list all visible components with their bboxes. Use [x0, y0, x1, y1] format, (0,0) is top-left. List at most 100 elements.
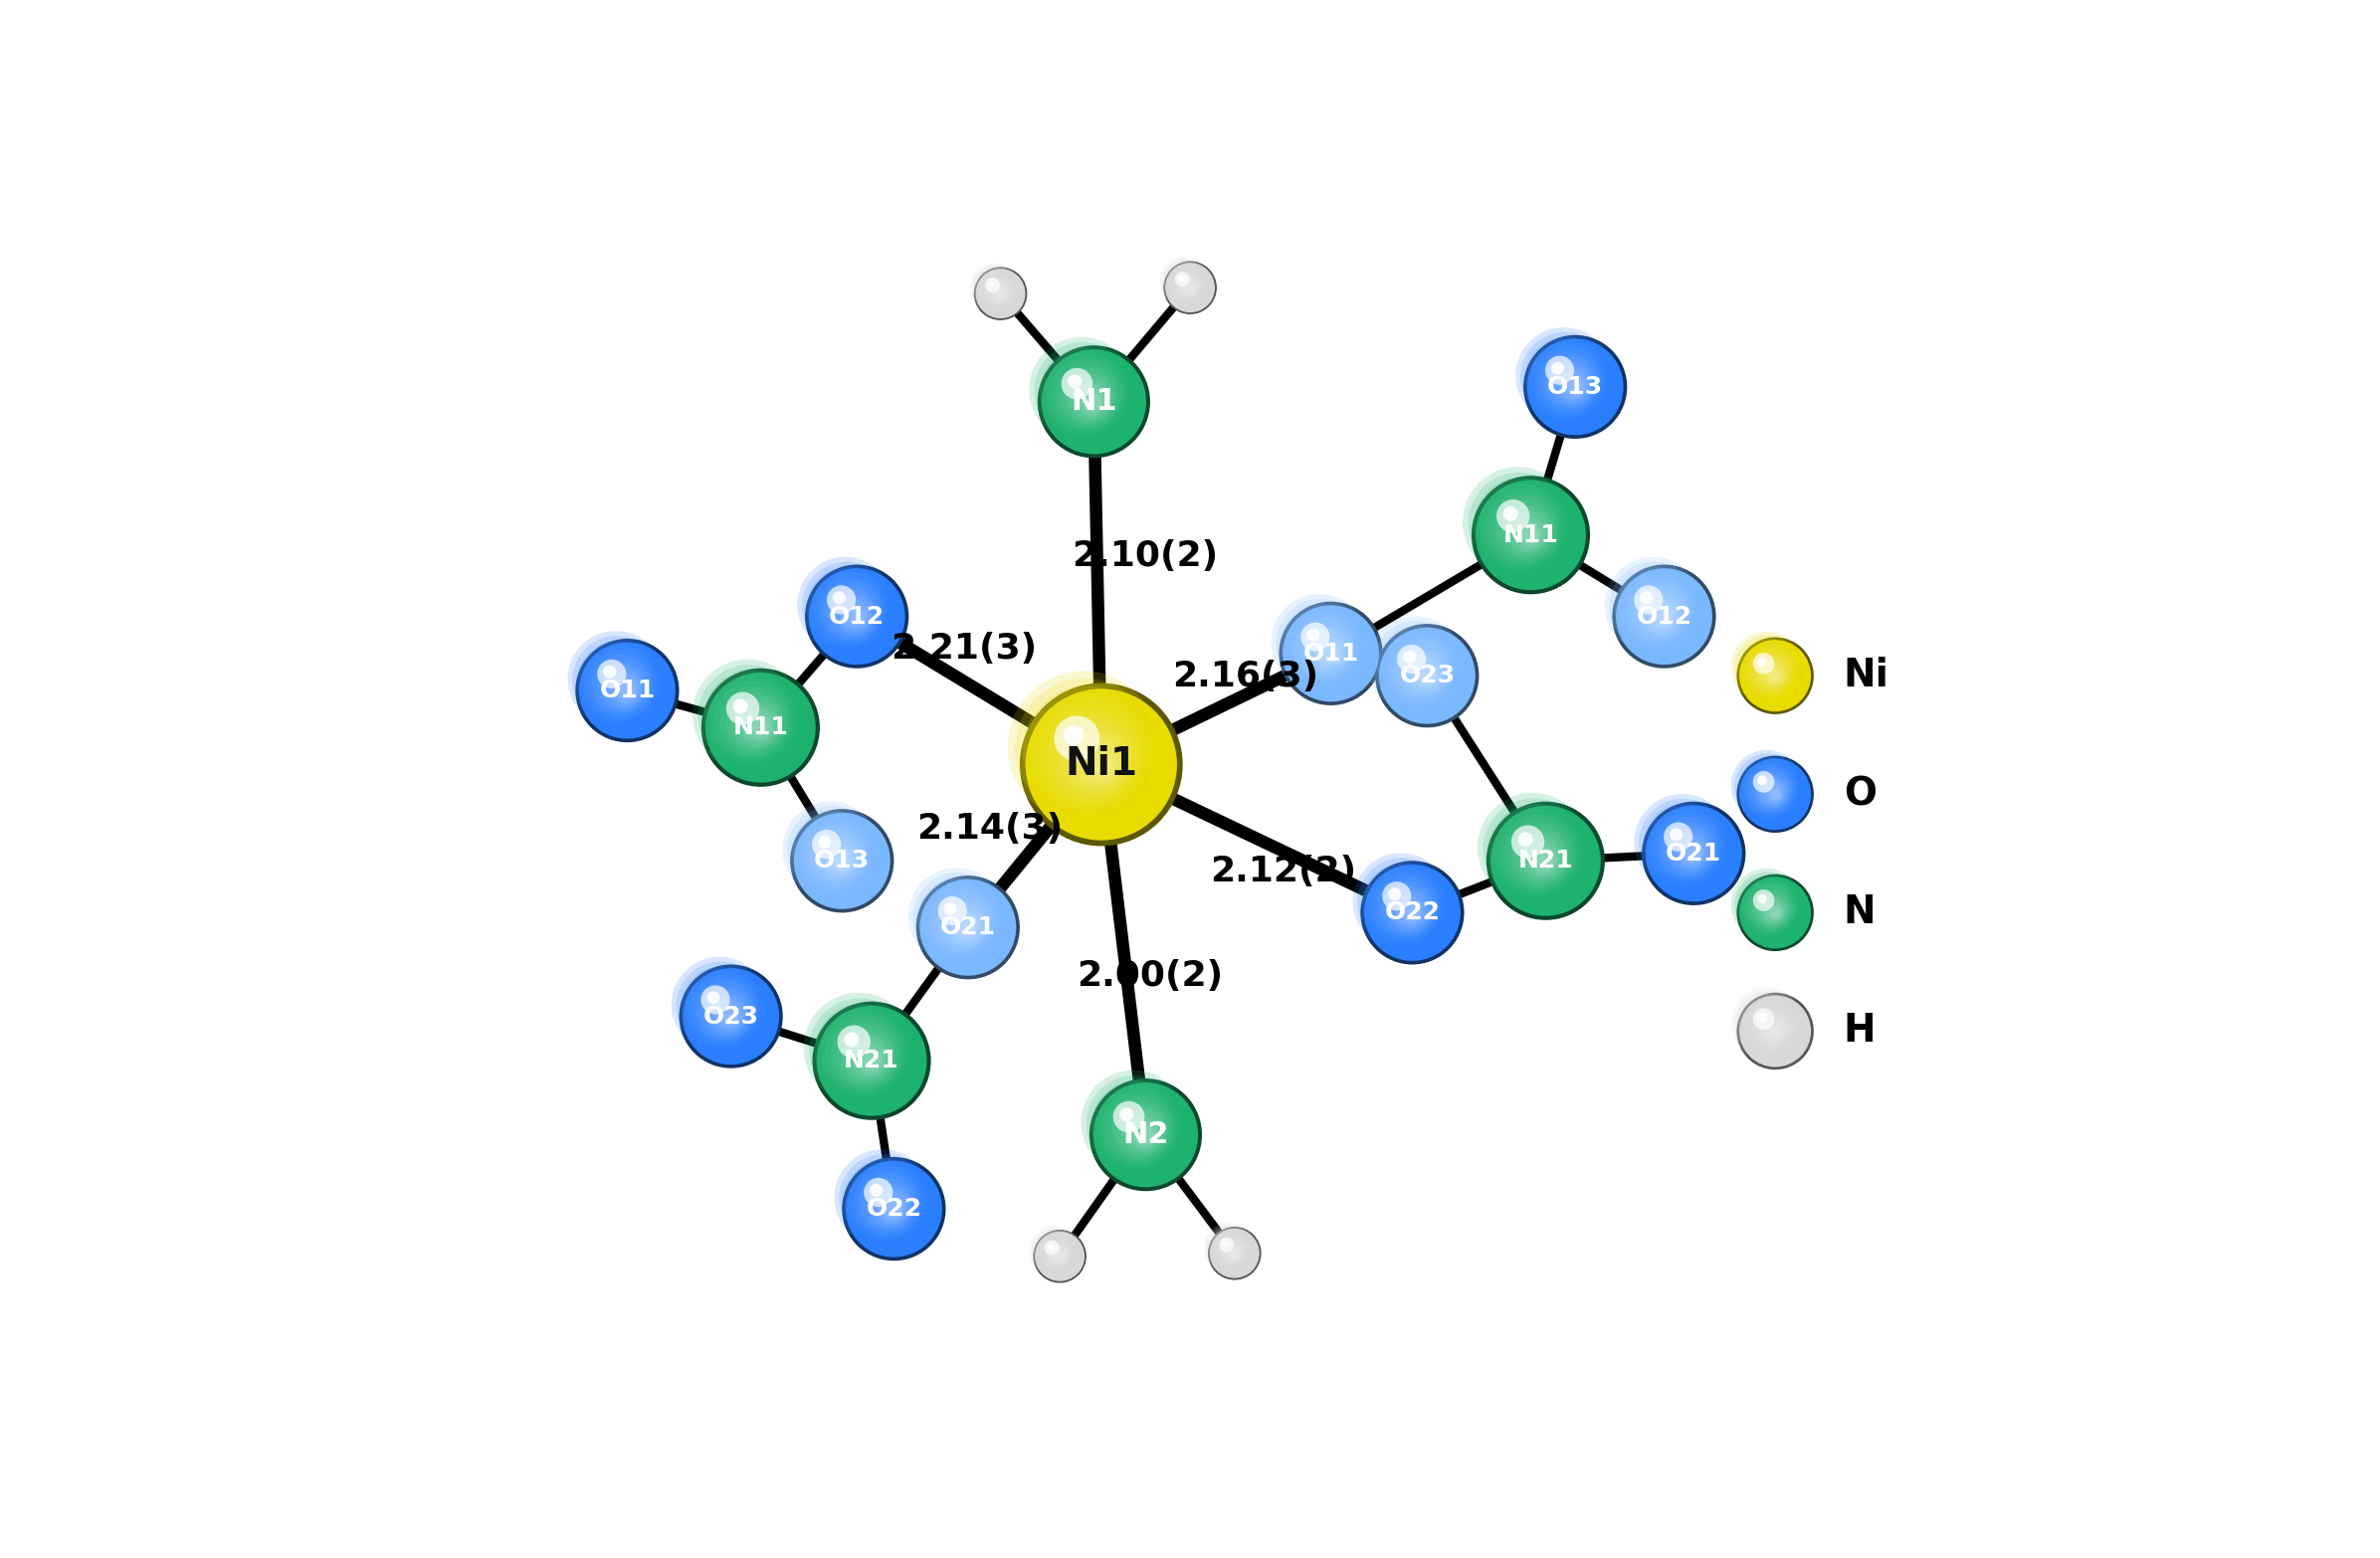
Circle shape: [1373, 620, 1461, 710]
Circle shape: [783, 801, 878, 897]
Circle shape: [1497, 500, 1530, 533]
Circle shape: [1164, 262, 1207, 304]
Circle shape: [1285, 608, 1359, 682]
Circle shape: [1521, 837, 1564, 879]
Circle shape: [850, 609, 864, 623]
Circle shape: [1611, 564, 1716, 668]
Circle shape: [1123, 1111, 1161, 1151]
Circle shape: [845, 605, 866, 626]
Text: O12: O12: [1635, 605, 1692, 628]
Circle shape: [1552, 361, 1564, 375]
Text: 2.16(3): 2.16(3): [1173, 659, 1319, 693]
Circle shape: [1604, 556, 1702, 653]
Circle shape: [1383, 882, 1411, 910]
Circle shape: [1745, 645, 1795, 695]
Circle shape: [831, 849, 852, 871]
Circle shape: [724, 1010, 738, 1024]
Circle shape: [840, 600, 869, 629]
Circle shape: [1176, 274, 1200, 298]
Circle shape: [1609, 561, 1699, 651]
Circle shape: [1085, 1075, 1183, 1172]
Circle shape: [1090, 753, 1111, 776]
Circle shape: [1502, 505, 1552, 556]
Circle shape: [1568, 380, 1583, 394]
Circle shape: [793, 810, 873, 893]
Circle shape: [1749, 1005, 1792, 1049]
Circle shape: [1364, 865, 1461, 961]
Circle shape: [1402, 651, 1416, 664]
Circle shape: [809, 569, 904, 665]
Circle shape: [704, 989, 750, 1035]
Circle shape: [812, 830, 840, 858]
Circle shape: [1730, 631, 1802, 703]
Circle shape: [1397, 645, 1426, 673]
Circle shape: [1090, 1078, 1202, 1192]
Circle shape: [1283, 606, 1378, 701]
Circle shape: [1114, 1102, 1145, 1133]
Circle shape: [1378, 628, 1476, 724]
Circle shape: [1518, 832, 1533, 848]
Text: N11: N11: [1504, 523, 1559, 547]
Circle shape: [831, 590, 876, 634]
Circle shape: [1735, 636, 1802, 701]
Circle shape: [850, 1164, 923, 1237]
Circle shape: [1421, 668, 1435, 682]
Circle shape: [714, 1000, 743, 1028]
Circle shape: [831, 1020, 897, 1087]
Circle shape: [1219, 1237, 1233, 1253]
Circle shape: [726, 692, 759, 724]
Circle shape: [1764, 664, 1785, 686]
Circle shape: [812, 572, 885, 645]
Circle shape: [1766, 1022, 1783, 1039]
Circle shape: [704, 670, 797, 763]
Circle shape: [602, 664, 645, 709]
Circle shape: [1745, 763, 1795, 813]
Circle shape: [1523, 527, 1540, 544]
Circle shape: [1116, 1106, 1166, 1154]
Circle shape: [719, 687, 788, 754]
Circle shape: [1488, 804, 1583, 897]
Circle shape: [578, 642, 676, 738]
Circle shape: [1742, 642, 1797, 696]
Circle shape: [735, 703, 778, 745]
Circle shape: [1752, 653, 1790, 692]
Circle shape: [1737, 994, 1799, 1055]
Circle shape: [1756, 657, 1766, 667]
Circle shape: [812, 1002, 931, 1120]
Circle shape: [1759, 897, 1787, 924]
Circle shape: [569, 631, 664, 728]
Circle shape: [697, 665, 800, 767]
Circle shape: [1618, 572, 1692, 645]
Circle shape: [859, 1173, 916, 1232]
Circle shape: [1226, 1245, 1240, 1260]
Circle shape: [597, 659, 647, 710]
Circle shape: [1050, 358, 1121, 430]
Circle shape: [1752, 1008, 1790, 1047]
Circle shape: [1749, 768, 1792, 812]
Circle shape: [826, 586, 857, 614]
Circle shape: [888, 1201, 902, 1217]
Circle shape: [1535, 346, 1602, 413]
Circle shape: [1092, 1080, 1180, 1168]
Circle shape: [714, 681, 790, 757]
Circle shape: [1371, 872, 1438, 939]
Circle shape: [1309, 633, 1347, 668]
Circle shape: [1488, 802, 1604, 921]
Circle shape: [1645, 804, 1725, 885]
Circle shape: [1549, 360, 1592, 405]
Circle shape: [962, 921, 976, 935]
Circle shape: [973, 266, 1028, 321]
Circle shape: [683, 968, 778, 1064]
Circle shape: [957, 916, 978, 938]
Circle shape: [919, 877, 1000, 958]
Circle shape: [1735, 991, 1802, 1056]
Circle shape: [1209, 1229, 1259, 1278]
Circle shape: [1119, 1108, 1133, 1122]
Circle shape: [1204, 1223, 1254, 1273]
Circle shape: [1392, 640, 1449, 700]
Circle shape: [1040, 1235, 1073, 1270]
Circle shape: [1209, 1228, 1252, 1270]
Circle shape: [1530, 341, 1604, 416]
Circle shape: [833, 592, 845, 605]
Circle shape: [733, 698, 747, 714]
